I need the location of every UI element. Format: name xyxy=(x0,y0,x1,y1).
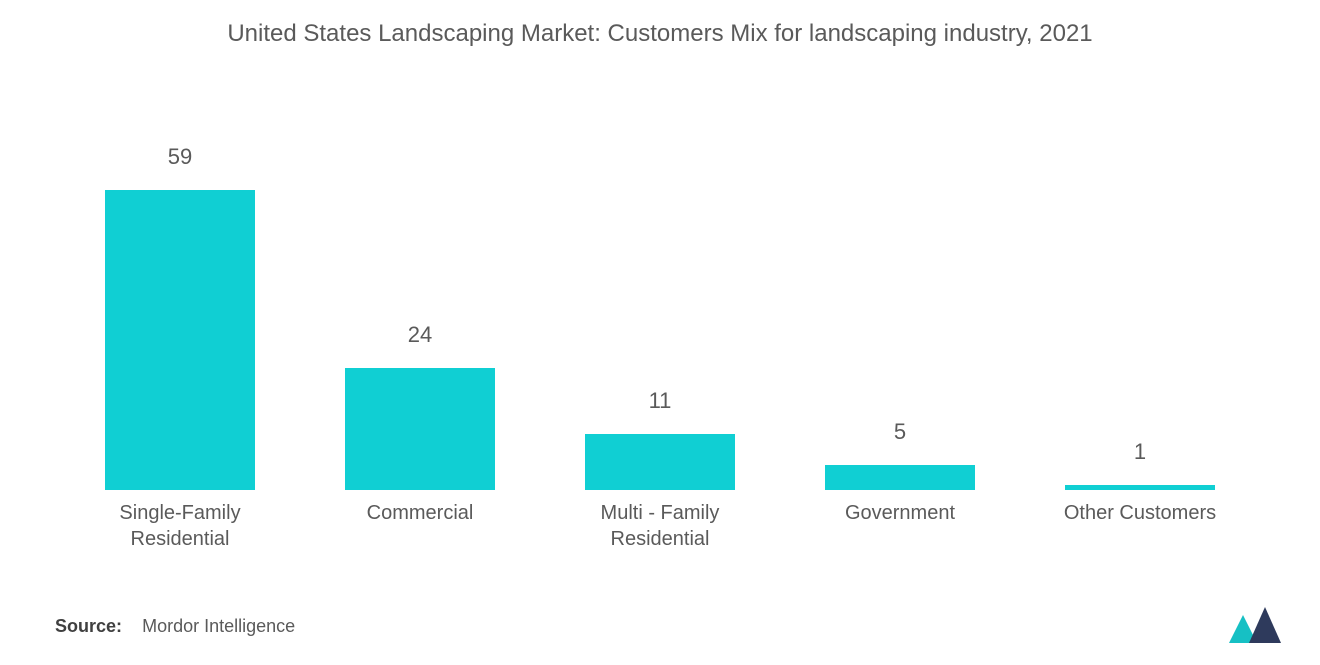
bar-label: Government xyxy=(780,490,1020,526)
bar-label: Commercial xyxy=(300,490,540,526)
source-line: Source: Mordor Intelligence xyxy=(55,616,295,637)
bar xyxy=(105,190,255,490)
chart-frame: United States Landscaping Market: Custom… xyxy=(0,0,1320,665)
logo-right xyxy=(1249,607,1281,643)
bar-value: 11 xyxy=(649,388,672,414)
bar-label: Other Customers xyxy=(1020,490,1260,526)
plot-area: 59Single-Family Residential24Commercial1… xyxy=(60,120,1260,490)
bar xyxy=(825,465,975,490)
bar-label: Single-Family Residential xyxy=(60,490,300,552)
bar-slot: 24Commercial xyxy=(300,120,540,490)
bar xyxy=(585,434,735,490)
bar xyxy=(345,368,495,490)
bar-value: 1 xyxy=(1134,439,1146,465)
brand-logo-icon xyxy=(1229,607,1285,643)
bar-value: 5 xyxy=(894,419,906,445)
bar-slot: 1Other Customers xyxy=(1020,120,1260,490)
source-text: Mordor Intelligence xyxy=(142,616,295,636)
bar-slot: 59Single-Family Residential xyxy=(60,120,300,490)
bar-slot: 5Government xyxy=(780,120,1020,490)
bar-label: Multi - Family Residential xyxy=(540,490,780,552)
bar-slot: 11Multi - Family Residential xyxy=(540,120,780,490)
chart-title: United States Landscaping Market: Custom… xyxy=(0,20,1320,48)
source-label: Source: xyxy=(55,616,122,636)
bar-value: 59 xyxy=(168,144,192,170)
bar-value: 24 xyxy=(408,322,432,348)
